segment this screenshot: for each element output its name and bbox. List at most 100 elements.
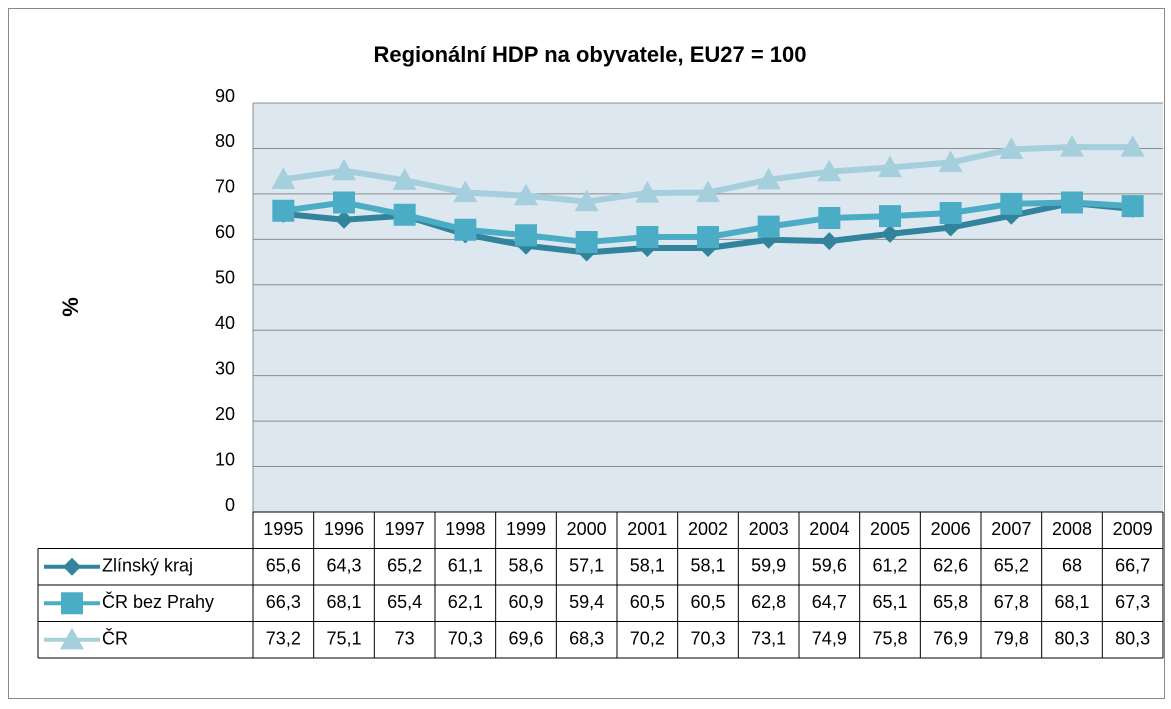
marker <box>1120 135 1145 157</box>
marker <box>574 189 599 212</box>
marker <box>817 159 842 182</box>
table-value: 66,7 <box>1115 556 1150 576</box>
table-value: 70,3 <box>448 629 483 649</box>
marker <box>332 158 356 181</box>
y-tick-label: 0 <box>225 495 235 515</box>
marker <box>636 226 659 249</box>
table-value: 75,1 <box>326 629 361 649</box>
table-value: 70,3 <box>690 629 725 649</box>
table-value: 65,2 <box>387 556 422 576</box>
table-value: 75,8 <box>872 629 907 649</box>
marker <box>454 218 477 241</box>
marker <box>818 206 841 229</box>
marker <box>881 224 899 243</box>
table-value: 60,5 <box>690 592 725 612</box>
marker <box>635 180 660 203</box>
table-value: 58,1 <box>690 556 725 576</box>
table-value: 80,3 <box>1054 629 1089 649</box>
marker <box>756 167 781 190</box>
table-value: 60,9 <box>508 592 543 612</box>
table-value: 61,2 <box>872 556 907 576</box>
x-tick-label: 1997 <box>385 519 425 539</box>
table-value: 68,1 <box>1054 592 1089 612</box>
table-value: 70,2 <box>630 629 665 649</box>
marker <box>696 180 720 203</box>
table-value: 66,3 <box>266 592 301 612</box>
table-value: 60,5 <box>630 592 665 612</box>
table-value: 64,7 <box>812 592 847 612</box>
table-value: 73,2 <box>266 629 301 649</box>
x-tick-label: 2003 <box>749 519 789 539</box>
y-tick-label: 60 <box>215 222 235 242</box>
table-value: 62,1 <box>448 592 483 612</box>
marker <box>697 226 719 249</box>
marker <box>1121 195 1144 218</box>
x-tick-label: 2009 <box>1113 519 1153 539</box>
marker <box>453 180 478 203</box>
y-tick-label: 90 <box>215 86 235 106</box>
table-value: 79,8 <box>994 629 1029 649</box>
x-tick-label: 2004 <box>809 519 849 539</box>
marker <box>393 203 416 226</box>
y-tick-label: 50 <box>215 268 235 288</box>
table-value: 61,1 <box>448 556 483 576</box>
marker <box>514 183 538 206</box>
table-value: 58,6 <box>508 556 543 576</box>
marker <box>878 155 902 178</box>
x-tick-label: 2001 <box>627 519 667 539</box>
table-value: 76,9 <box>933 629 968 649</box>
legend-marker <box>63 557 81 576</box>
y-tick-label: 70 <box>215 177 235 197</box>
table-value: 74,9 <box>812 629 847 649</box>
table-value: 69,6 <box>508 629 543 649</box>
table-value: 73 <box>395 629 415 649</box>
y-tick-label: 10 <box>215 449 235 469</box>
marker <box>1061 191 1083 214</box>
marker <box>820 232 839 251</box>
table-value: 58,1 <box>630 556 665 576</box>
legend-label: Zlínský kraj <box>102 556 193 576</box>
marker <box>939 201 962 224</box>
x-tick-label: 2006 <box>931 519 971 539</box>
x-tick-label: 1998 <box>445 519 485 539</box>
legend-marker <box>61 592 83 615</box>
table-value: 65,2 <box>994 556 1029 576</box>
table-value: 73,1 <box>751 629 786 649</box>
marker <box>272 199 295 222</box>
x-tick-label: 2007 <box>991 519 1031 539</box>
table-value: 57,1 <box>569 556 604 576</box>
x-tick-label: 1995 <box>263 519 303 539</box>
marker <box>392 168 417 190</box>
marker <box>999 137 1024 159</box>
marker <box>879 205 901 228</box>
x-tick-label: 2002 <box>688 519 728 539</box>
x-tick-label: 2000 <box>567 519 607 539</box>
x-tick-label: 1996 <box>324 519 364 539</box>
table-value: 59,9 <box>751 556 786 576</box>
table-value: 68,3 <box>569 629 604 649</box>
marker <box>335 210 353 229</box>
marker <box>333 191 355 214</box>
table-value: 67,8 <box>994 592 1029 612</box>
table-value: 62,8 <box>751 592 786 612</box>
legend-marker <box>60 627 84 650</box>
table-value: 68,1 <box>326 592 361 612</box>
marker <box>575 231 598 254</box>
table-value: 68 <box>1062 556 1082 576</box>
y-tick-label: 20 <box>215 404 235 424</box>
y-tick-label: 30 <box>215 358 235 378</box>
x-tick-label: 2008 <box>1052 519 1092 539</box>
marker <box>515 224 537 247</box>
x-tick-label: 1999 <box>506 519 546 539</box>
table-value: 59,6 <box>812 556 847 576</box>
table-value: 64,3 <box>326 556 361 576</box>
table-value: 59,4 <box>569 592 604 612</box>
y-tick-label: 80 <box>215 131 235 151</box>
legend-label: ČR bez Prahy <box>102 591 214 612</box>
y-tick-label: 40 <box>215 313 235 333</box>
table-value: 65,1 <box>872 592 907 612</box>
legend-label: ČR <box>102 628 128 649</box>
y-axis-label: % <box>58 297 83 317</box>
marker <box>757 215 780 238</box>
